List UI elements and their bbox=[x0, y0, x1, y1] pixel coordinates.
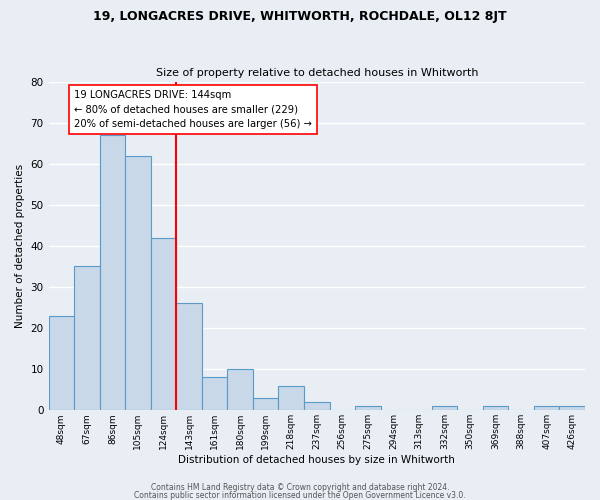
Bar bbox=[100, 135, 125, 410]
X-axis label: Distribution of detached houses by size in Whitworth: Distribution of detached houses by size … bbox=[178, 455, 455, 465]
Y-axis label: Number of detached properties: Number of detached properties bbox=[15, 164, 25, 328]
Title: Size of property relative to detached houses in Whitworth: Size of property relative to detached ho… bbox=[155, 68, 478, 78]
Bar bbox=[202, 378, 227, 410]
Bar bbox=[483, 406, 508, 410]
Bar bbox=[534, 406, 559, 410]
Bar bbox=[74, 266, 100, 410]
Bar bbox=[176, 304, 202, 410]
Bar bbox=[559, 406, 585, 410]
Bar bbox=[355, 406, 380, 410]
Bar bbox=[432, 406, 457, 410]
Bar bbox=[253, 398, 278, 410]
Bar bbox=[151, 238, 176, 410]
Bar bbox=[278, 386, 304, 410]
Bar bbox=[227, 369, 253, 410]
Text: 19 LONGACRES DRIVE: 144sqm
← 80% of detached houses are smaller (229)
20% of sem: 19 LONGACRES DRIVE: 144sqm ← 80% of deta… bbox=[74, 90, 312, 130]
Bar bbox=[49, 316, 74, 410]
Bar bbox=[125, 156, 151, 410]
Bar bbox=[304, 402, 329, 410]
Text: 19, LONGACRES DRIVE, WHITWORTH, ROCHDALE, OL12 8JT: 19, LONGACRES DRIVE, WHITWORTH, ROCHDALE… bbox=[93, 10, 507, 23]
Text: Contains public sector information licensed under the Open Government Licence v3: Contains public sector information licen… bbox=[134, 490, 466, 500]
Text: Contains HM Land Registry data © Crown copyright and database right 2024.: Contains HM Land Registry data © Crown c… bbox=[151, 484, 449, 492]
